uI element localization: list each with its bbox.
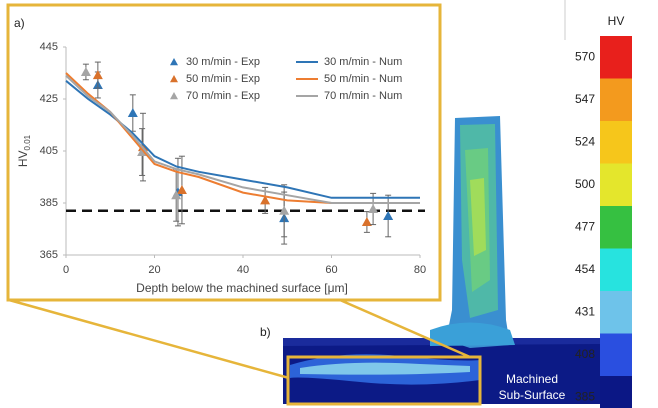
- y-tick-label: 365: [40, 249, 58, 261]
- colorbar-band: [600, 206, 632, 249]
- y-tick-label: 405: [40, 145, 58, 157]
- y-tick-label: 425: [40, 93, 58, 105]
- legend-label: 50 m/min - Exp: [186, 73, 260, 85]
- colorbar-tick-label: 477: [575, 219, 595, 233]
- colorbar-band: [600, 121, 632, 164]
- colorbar: HV 570 547 524 500 477 454 431 408 385: [575, 14, 632, 408]
- x-tick-label: 0: [63, 264, 69, 276]
- panel-label: b): [260, 325, 271, 339]
- y-tick-label: 445: [40, 41, 58, 53]
- colorbar-band: [600, 334, 632, 377]
- y-tick-label: 385: [40, 197, 58, 209]
- region-label: Sub-Surface: [499, 388, 566, 402]
- legend-label: 70 m/min - Exp: [186, 90, 260, 102]
- y-axis-label-main: HV: [16, 150, 30, 167]
- x-axis-label: Depth below the machined surface [μm]: [136, 281, 348, 295]
- x-tick-label: 80: [414, 264, 426, 276]
- x-tick-label: 20: [148, 264, 160, 276]
- colorbar-tick-label: 500: [575, 177, 595, 191]
- colorbar-tick-label: 431: [575, 304, 595, 318]
- colorbar-tick-label: 454: [575, 262, 595, 276]
- legend-label: 50 m/min - Num: [324, 73, 402, 85]
- colorbar-tick-label: 547: [575, 92, 595, 106]
- colorbar-tick-label: 570: [575, 49, 595, 63]
- figure: b) Machined Sub-Surface a) Depth below t…: [0, 0, 658, 408]
- panel-label: a): [14, 16, 25, 30]
- colorbar-tick-label: 408: [575, 347, 595, 361]
- colorbar-tick-label: 524: [575, 134, 595, 148]
- region-label: Machined: [506, 372, 558, 386]
- y-axis-label-sub: 0.01: [23, 134, 32, 150]
- colorbar-band: [600, 36, 632, 79]
- legend-label: 70 m/min - Num: [324, 90, 402, 102]
- colorbar-band: [600, 79, 632, 122]
- x-tick-label: 60: [325, 264, 337, 276]
- colorbar-band: [600, 164, 632, 207]
- colorbar-band: [600, 249, 632, 292]
- colorbar-band: [600, 376, 632, 408]
- colorbar-tick-label: 385: [575, 389, 595, 403]
- chart-panel: [8, 5, 440, 300]
- legend-label: 30 m/min - Num: [324, 56, 402, 68]
- connector: [9, 300, 289, 378]
- legend-label: 30 m/min - Exp: [186, 56, 260, 68]
- colorbar-title: HV: [608, 14, 625, 28]
- x-tick-label: 40: [237, 264, 249, 276]
- colorbar-band: [600, 291, 632, 334]
